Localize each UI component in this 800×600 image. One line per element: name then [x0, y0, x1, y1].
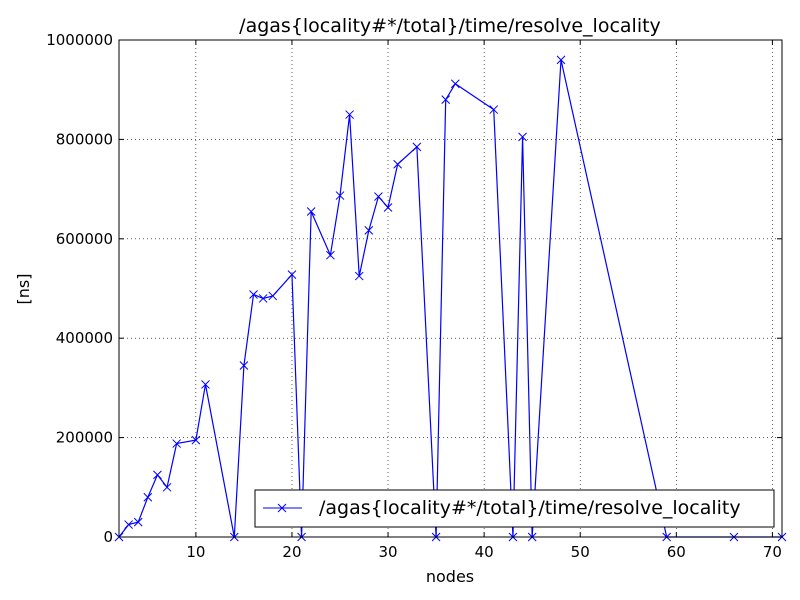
x-axis: 10 20 30 40 50 60 70: [186, 40, 782, 561]
data-point-marker: [383, 203, 393, 212]
data-point-marker: [133, 517, 143, 527]
x-tick-label: 20: [282, 543, 301, 561]
data-point-marker: [335, 191, 345, 200]
data-point-marker: [143, 492, 153, 502]
y-tick-label: 200000: [56, 429, 113, 447]
data-point-marker: [124, 520, 133, 529]
data-point-marker: [249, 290, 258, 299]
x-tick-label: 30: [378, 543, 397, 561]
legend-entry-label: /agas{locality#*/total}/time/resolve_loc…: [319, 497, 741, 519]
data-point-marker: [556, 55, 566, 65]
data-point-marker: [172, 439, 182, 448]
x-axis-label: nodes: [426, 567, 474, 586]
data-point-marker: [287, 270, 297, 279]
data-point-marker: [441, 95, 451, 104]
data-point-marker: [393, 159, 403, 169]
y-axis: 0 200000 400000 600000 800000 1000000: [46, 31, 782, 546]
y-tick-label: 400000: [56, 329, 113, 347]
data-point-marker: [153, 470, 162, 480]
data-point-marker: [518, 132, 527, 142]
x-tick-label: 40: [475, 543, 494, 561]
data-point-marker: [364, 225, 374, 235]
chart-title: /agas{locality#*/total}/time/resolve_loc…: [239, 15, 661, 37]
x-tick-label: 50: [571, 543, 590, 561]
data-point-marker: [489, 105, 499, 114]
data-point-marker: [258, 294, 268, 303]
data-point-marker: [354, 271, 364, 281]
legend-marker-icon: [277, 503, 287, 513]
x-tick-label: 60: [667, 543, 686, 561]
y-tick-label: 0: [103, 528, 113, 546]
data-point-marker: [268, 291, 278, 301]
data-point-marker: [201, 380, 210, 389]
data-point-marker: [239, 361, 249, 370]
data-point-marker: [345, 110, 354, 119]
x-tick-label: 10: [186, 543, 205, 561]
y-tick-label: 800000: [56, 130, 113, 148]
data-point-marker: [306, 207, 316, 216]
plot-frame: [118, 39, 783, 538]
x-tick-label: 70: [763, 543, 782, 561]
y-tick-label: 1000000: [46, 31, 113, 49]
data-point-marker: [191, 435, 201, 445]
data-point-marker: [326, 250, 335, 260]
data-point-marker: [412, 142, 422, 152]
data-point-marker: [162, 482, 172, 492]
data-point-marker: [450, 79, 460, 89]
legend: /agas{locality#*/total}/time/resolve_loc…: [254, 489, 775, 528]
y-axis-label: [ns]: [14, 274, 33, 305]
plot-area-background: [119, 40, 782, 537]
y-tick-label: 600000: [56, 230, 113, 248]
legend-frame: [254, 489, 775, 528]
data-point-marker: [374, 192, 383, 201]
